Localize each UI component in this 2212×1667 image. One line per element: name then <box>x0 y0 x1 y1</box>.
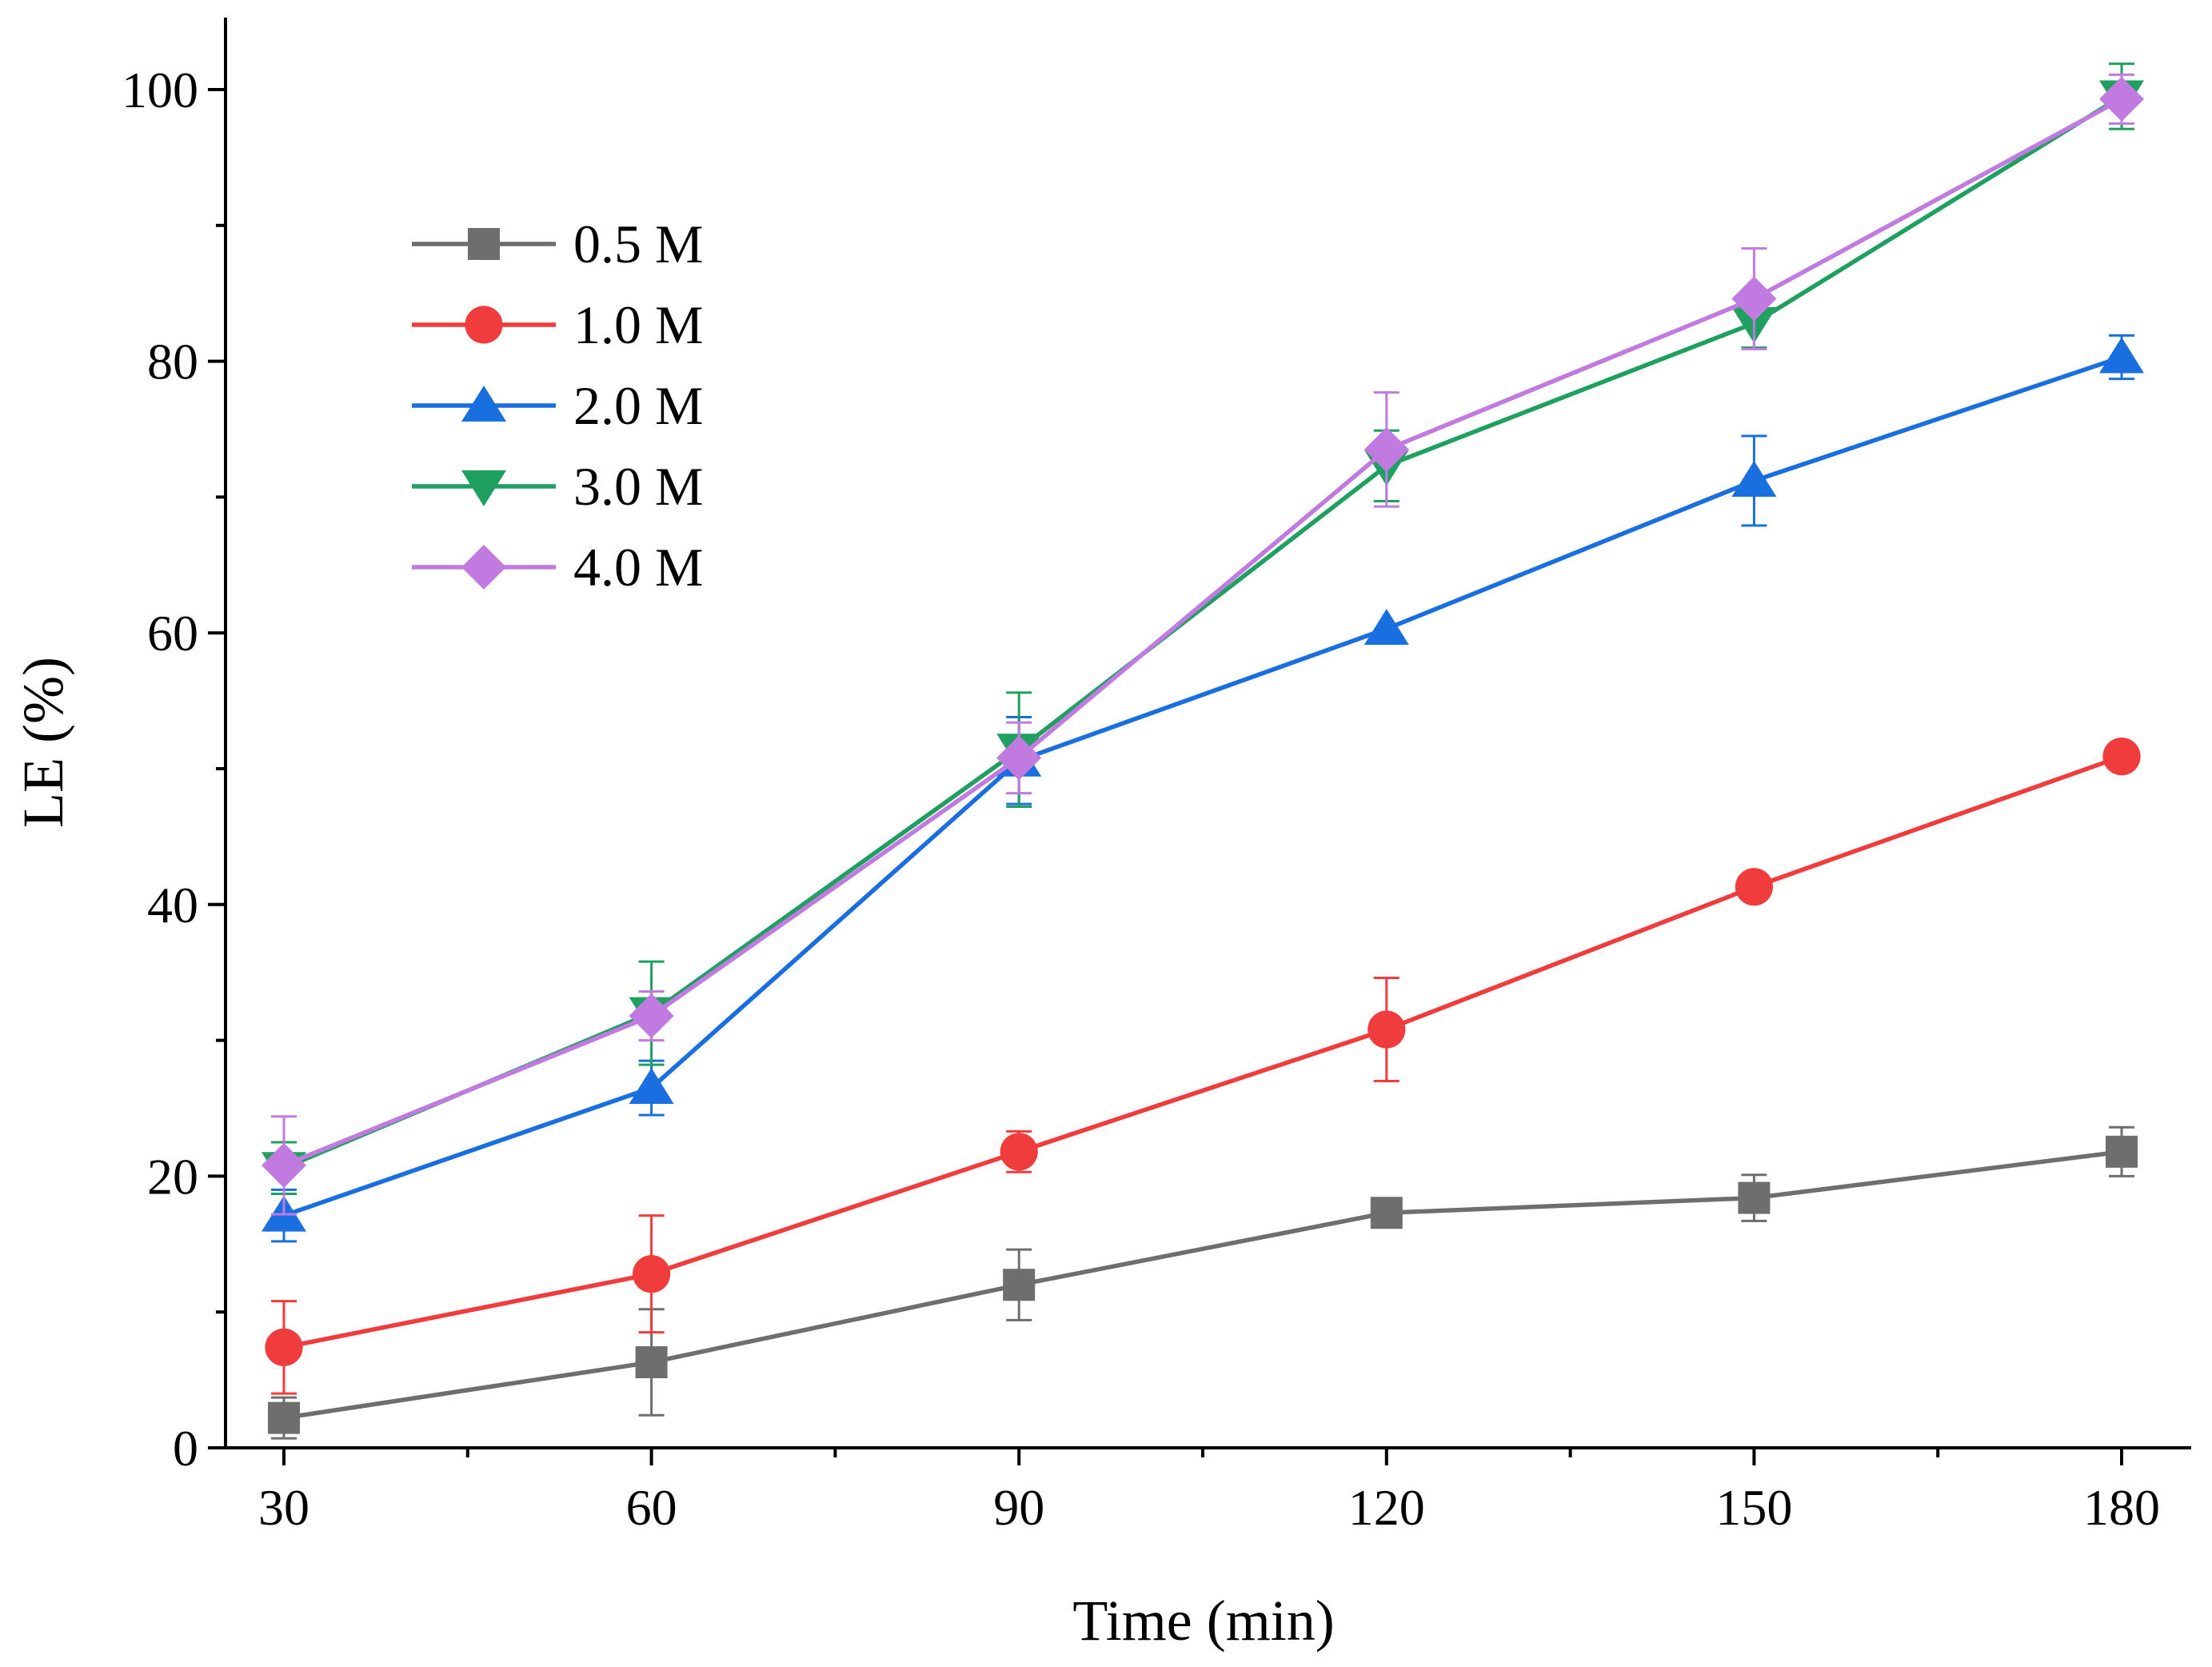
x-tick-label: 30 <box>258 1479 309 1536</box>
legend: 0.5 M 1.0 M 2.0 M 3.0 M 4.0 M <box>412 214 703 598</box>
y-tick-label: 100 <box>122 62 198 118</box>
data-point <box>1370 1197 1403 1229</box>
legend-label: 2.0 M <box>573 375 703 436</box>
legend-item: 4.0 M <box>412 537 703 598</box>
x-tick-label: 90 <box>993 1479 1044 1536</box>
series-line <box>283 354 2122 1218</box>
data-point <box>996 735 1042 781</box>
series-line <box>283 1149 2122 1421</box>
data-point <box>265 1328 303 1366</box>
x-tick-label: 180 <box>2083 1479 2160 1536</box>
y-tick-label: 40 <box>147 877 198 933</box>
y-axis-title: LE (%) <box>11 657 75 828</box>
data-point <box>2099 337 2144 374</box>
legend-marker <box>461 470 506 506</box>
data-point <box>2106 1135 2138 1168</box>
data-point <box>1364 426 1409 472</box>
legend-item: 2.0 M <box>412 375 703 436</box>
series-3-0-m <box>262 62 2144 1195</box>
data-point <box>1735 868 1773 906</box>
data-point <box>262 1142 306 1188</box>
series-line <box>282 94 2123 1170</box>
legend-marker <box>461 386 506 422</box>
data-point <box>1003 1269 1036 1301</box>
x-tick-label: 60 <box>626 1479 677 1536</box>
data-point <box>2102 738 2141 776</box>
series-0-5-m <box>268 1125 2138 1440</box>
x-tick-label: 120 <box>1348 1479 1425 1536</box>
legend-label: 3.0 M <box>573 456 703 517</box>
data-point <box>1738 1181 1771 1214</box>
data-point <box>1000 1133 1038 1171</box>
series-2-0-m <box>262 334 2144 1243</box>
legend-item: 0.5 M <box>412 214 703 274</box>
data-point <box>629 993 674 1039</box>
legend-marker <box>465 306 503 344</box>
y-tick-label: 80 <box>147 334 198 390</box>
axes-layer: 0 20 40 60 80 100 30 60 90 120 150 180 <box>122 18 2191 1536</box>
legend-label: 1.0 M <box>573 294 703 355</box>
legend-label: 4.0 M <box>573 537 703 598</box>
legend-marker <box>468 228 500 260</box>
data-point <box>629 1068 674 1105</box>
y-tick-label: 0 <box>173 1420 198 1477</box>
legend-marker <box>461 545 506 590</box>
legend-item: 3.0 M <box>412 456 703 517</box>
series-1-0-m <box>265 738 2141 1395</box>
y-tick-label: 60 <box>147 605 198 662</box>
data-point <box>2099 76 2144 122</box>
data-point <box>1364 609 1409 646</box>
series-line <box>282 97 2123 1168</box>
series-4-0-m <box>262 73 2144 1216</box>
legend-label: 0.5 M <box>573 214 703 274</box>
data-point <box>1731 276 1777 322</box>
data-point <box>635 1346 668 1379</box>
series-line <box>283 754 2122 1350</box>
series-layer <box>262 62 2144 1440</box>
data-point <box>633 1255 671 1293</box>
data-point <box>1368 1010 1406 1049</box>
data-point <box>1731 461 1777 498</box>
y-tick-label: 20 <box>147 1148 198 1205</box>
data-point <box>268 1401 300 1434</box>
x-axis-title: Time (min) <box>1072 1589 1334 1653</box>
x-tick-label: 150 <box>1715 1479 1792 1536</box>
legend-item: 1.0 M <box>412 294 703 355</box>
